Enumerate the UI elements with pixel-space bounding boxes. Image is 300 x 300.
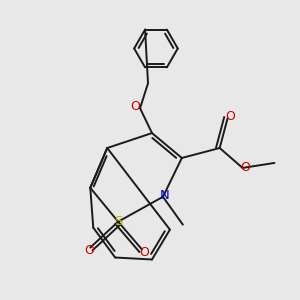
- Text: S: S: [114, 215, 122, 228]
- Text: N: N: [160, 189, 169, 203]
- Text: O: O: [226, 110, 236, 123]
- Text: O: O: [140, 246, 149, 259]
- Text: O: O: [130, 100, 140, 113]
- Text: O: O: [241, 161, 250, 174]
- Text: O: O: [84, 244, 94, 257]
